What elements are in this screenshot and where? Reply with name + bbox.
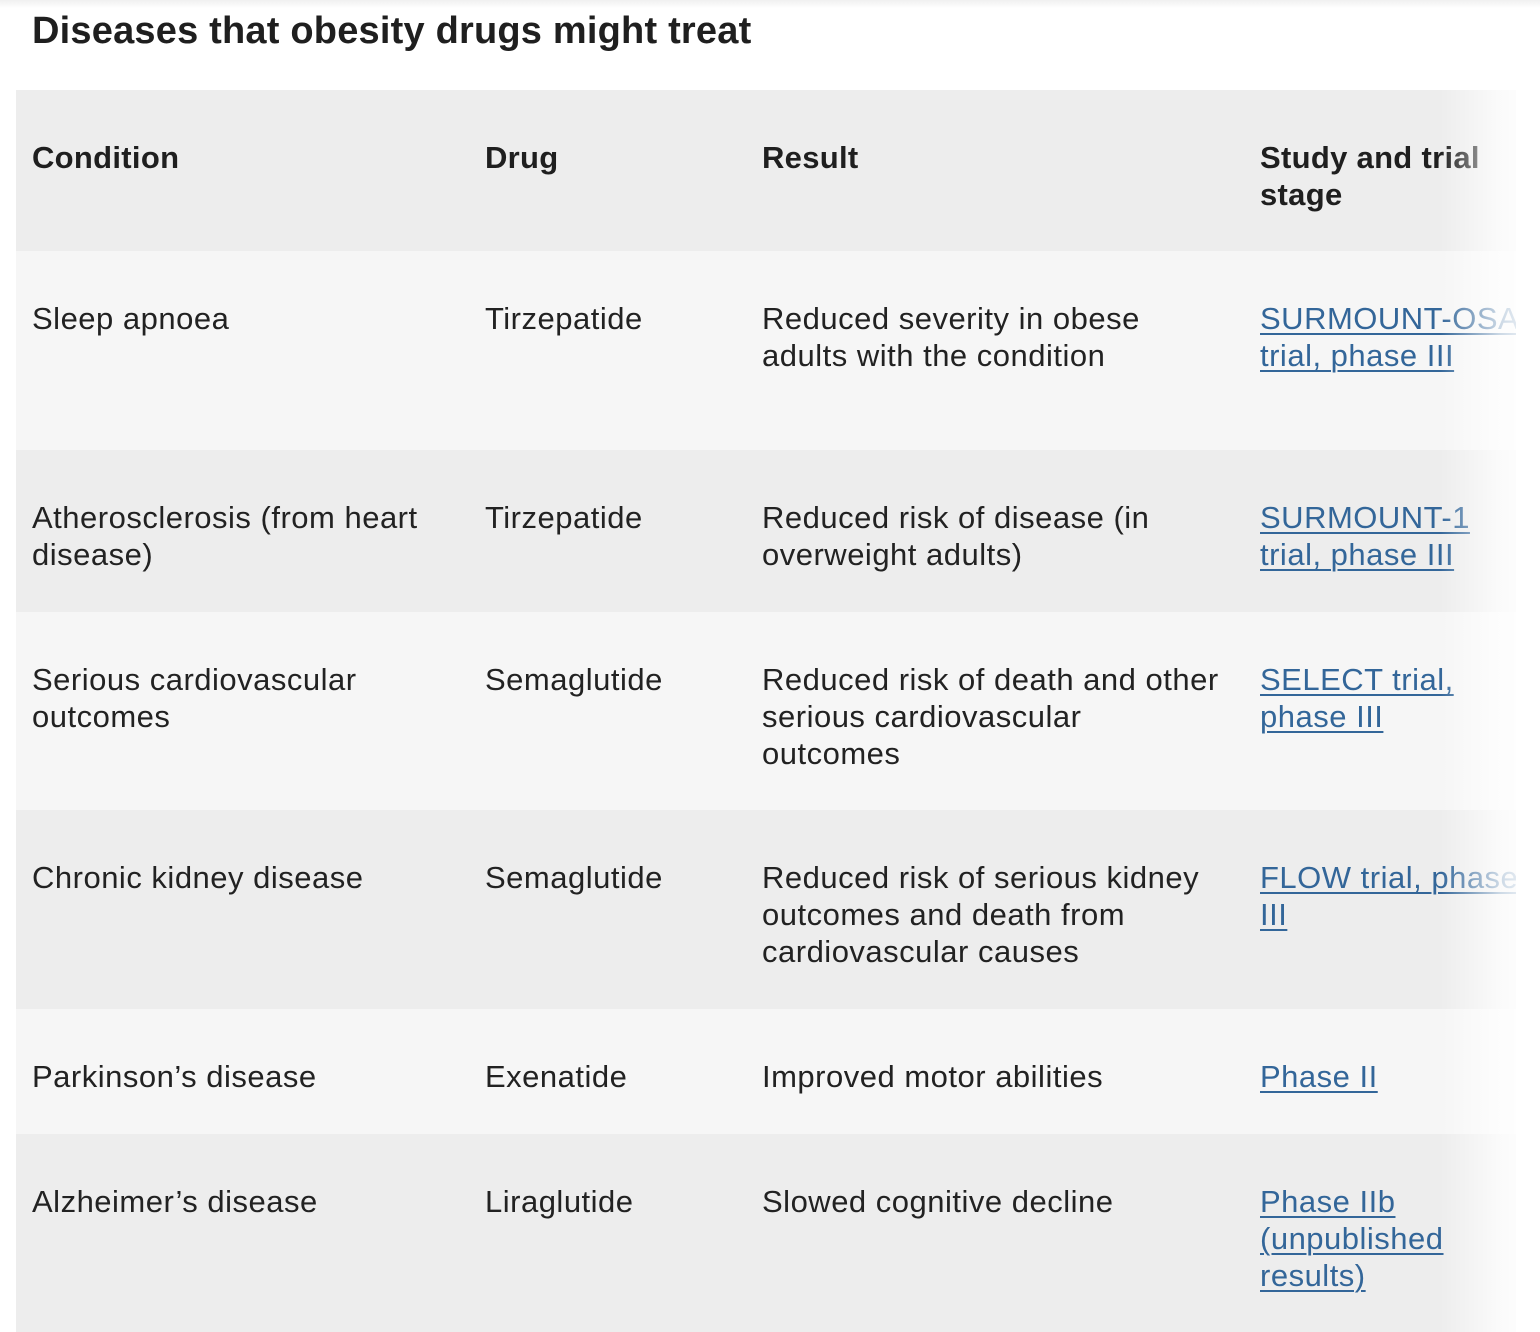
cell-study: SURMOUNT-1 trial, phase III <box>1244 450 1516 612</box>
cell-condition: Parkinson’s disease <box>32 1059 317 1094</box>
cell-study: FLOW trial, phase III <box>1244 810 1516 1009</box>
cell-result: Reduced risk of serious kidney outcomes … <box>762 860 1200 969</box>
diseases-table: Condition Drug Result Study and trial st… <box>16 90 1516 1332</box>
table-row: Serious cardiovascular outcomes Semaglut… <box>16 612 1516 810</box>
cell-study: Phase II <box>1244 1009 1516 1134</box>
table-row: Atherosclerosis (from heart disease) Tir… <box>16 450 1516 612</box>
header-result: Result <box>762 140 859 175</box>
study-link[interactable]: SURMOUNT-1 trial, phase III <box>1260 500 1470 572</box>
cell-result: Slowed cognitive decline <box>762 1184 1114 1219</box>
cell-condition: Serious cardiovascular outcomes <box>32 662 357 734</box>
study-link[interactable]: FLOW trial, phase III <box>1260 860 1516 932</box>
study-link[interactable]: SELECT trial, phase III <box>1260 662 1454 734</box>
table-scroll-container[interactable]: Condition Drug Result Study and trial st… <box>16 90 1516 1332</box>
table-title: Diseases that obesity drugs might treat <box>32 10 752 52</box>
cell-study: SURMOUNT-OSA trial, phase III <box>1244 251 1516 450</box>
table-header-row: Condition Drug Result Study and trial st… <box>16 90 1516 251</box>
cell-condition: Chronic kidney disease <box>32 860 364 895</box>
study-link[interactable]: SURMOUNT-OSA trial, phase III <box>1260 301 1516 373</box>
cell-result: Reduced severity in obese adults with th… <box>762 301 1140 373</box>
cell-study: Phase IIb (unpublished results) <box>1244 1134 1516 1332</box>
cell-study: SELECT trial, phase III <box>1244 612 1516 810</box>
header-condition: Condition <box>32 140 180 175</box>
cell-result: Reduced risk of death and other serious … <box>762 662 1219 771</box>
cell-drug: Exenatide <box>485 1059 628 1094</box>
table-row: Chronic kidney disease Semaglutide Reduc… <box>16 810 1516 1009</box>
top-shadow <box>0 0 1540 8</box>
header-study: Study and trial stage <box>1260 140 1480 212</box>
study-link[interactable]: Phase II <box>1260 1059 1378 1094</box>
table-row: Sleep apnoea Tirzepatide Reduced severit… <box>16 251 1516 450</box>
table-row: Parkinson’s disease Exenatide Improved m… <box>16 1009 1516 1134</box>
cell-drug: Liraglutide <box>485 1184 634 1219</box>
cell-result: Improved motor abilities <box>762 1059 1104 1094</box>
cell-condition: Alzheimer’s disease <box>32 1184 318 1219</box>
cell-drug: Tirzepatide <box>485 500 643 535</box>
cell-condition: Sleep apnoea <box>32 301 230 336</box>
cell-drug: Semaglutide <box>485 860 663 895</box>
header-drug: Drug <box>485 140 559 175</box>
cell-result: Reduced risk of disease (in overweight a… <box>762 500 1150 572</box>
cell-condition: Atherosclerosis (from heart disease) <box>32 500 418 572</box>
table-row: Alzheimer’s disease Liraglutide Slowed c… <box>16 1134 1516 1332</box>
cell-drug: Tirzepatide <box>485 301 643 336</box>
study-link[interactable]: Phase IIb (unpublished results) <box>1260 1184 1444 1293</box>
cell-drug: Semaglutide <box>485 662 663 697</box>
